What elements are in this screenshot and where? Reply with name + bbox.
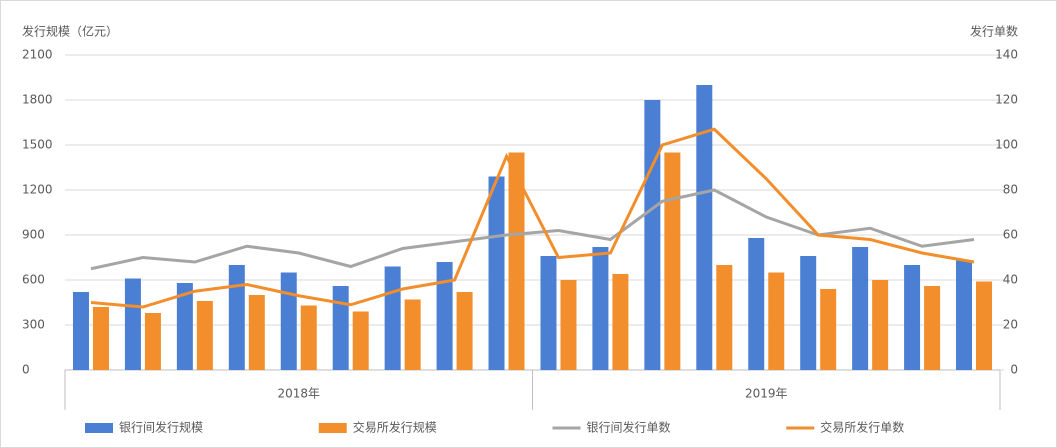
legend-label: 银行间发行规模 (119, 420, 203, 435)
bar (229, 265, 245, 370)
bar (93, 307, 109, 370)
y2-tick-label: 120 (995, 93, 1018, 107)
legend-label: 交易所发行规模 (353, 420, 437, 435)
y-tick-label: 1500 (22, 138, 53, 152)
bar (904, 265, 920, 370)
y-tick-label: 300 (22, 318, 45, 332)
bar (748, 238, 764, 370)
bar (489, 177, 505, 371)
y2-tick-label: 80 (1003, 183, 1018, 197)
legend-label: 交易所发行单数 (820, 420, 904, 435)
bar (333, 286, 349, 370)
bar (249, 295, 265, 370)
bar (281, 273, 297, 371)
y-tick-label: 1800 (22, 93, 53, 107)
bar (924, 286, 940, 370)
y2-tick-label: 0 (1010, 363, 1018, 377)
y2-tick-label: 20 (1003, 318, 1018, 332)
bar (405, 300, 421, 371)
bar (437, 262, 453, 370)
y-axis-label: 发行规模（亿元） (22, 24, 118, 39)
x-group-label: 2018年 (277, 387, 320, 401)
chart: 发行规模（亿元） 发行单数 03006009001200150018002100… (0, 0, 1057, 448)
bar (716, 265, 732, 370)
bar (145, 313, 161, 370)
bar (73, 292, 89, 370)
bar (956, 261, 972, 371)
bar (457, 292, 473, 370)
legend-swatch (319, 423, 347, 433)
y2-tick-label: 40 (1003, 273, 1018, 287)
bar (820, 289, 836, 370)
bar (125, 279, 141, 371)
legend-label: 银行间发行单数 (587, 420, 671, 435)
y-tick-label: 0 (22, 363, 30, 377)
y-tick-label: 600 (22, 273, 45, 287)
y2-axis-label: 发行单数 (970, 24, 1018, 39)
bar (976, 282, 992, 371)
chart-frame (1, 1, 1057, 448)
bar (664, 153, 680, 371)
y2-tick-label: 100 (995, 138, 1018, 152)
bar (540, 256, 556, 370)
bar (560, 280, 576, 370)
bar (852, 247, 868, 370)
y2-tick-label: 60 (1003, 228, 1018, 242)
y-tick-label: 900 (22, 228, 45, 242)
bar (385, 267, 401, 371)
bar (644, 100, 660, 370)
y-tick-label: 1200 (22, 183, 53, 197)
bar (353, 312, 369, 371)
y-tick-label: 2100 (22, 48, 53, 62)
bar (872, 280, 888, 370)
bar (612, 274, 628, 370)
x-group-label: 2019年 (745, 387, 788, 401)
legend-swatch (85, 423, 113, 433)
bar (800, 256, 816, 370)
y2-tick-label: 140 (995, 48, 1018, 62)
bar (768, 273, 784, 371)
bar (197, 301, 213, 370)
bar (696, 85, 712, 370)
bar (592, 247, 608, 370)
bar (301, 306, 317, 371)
